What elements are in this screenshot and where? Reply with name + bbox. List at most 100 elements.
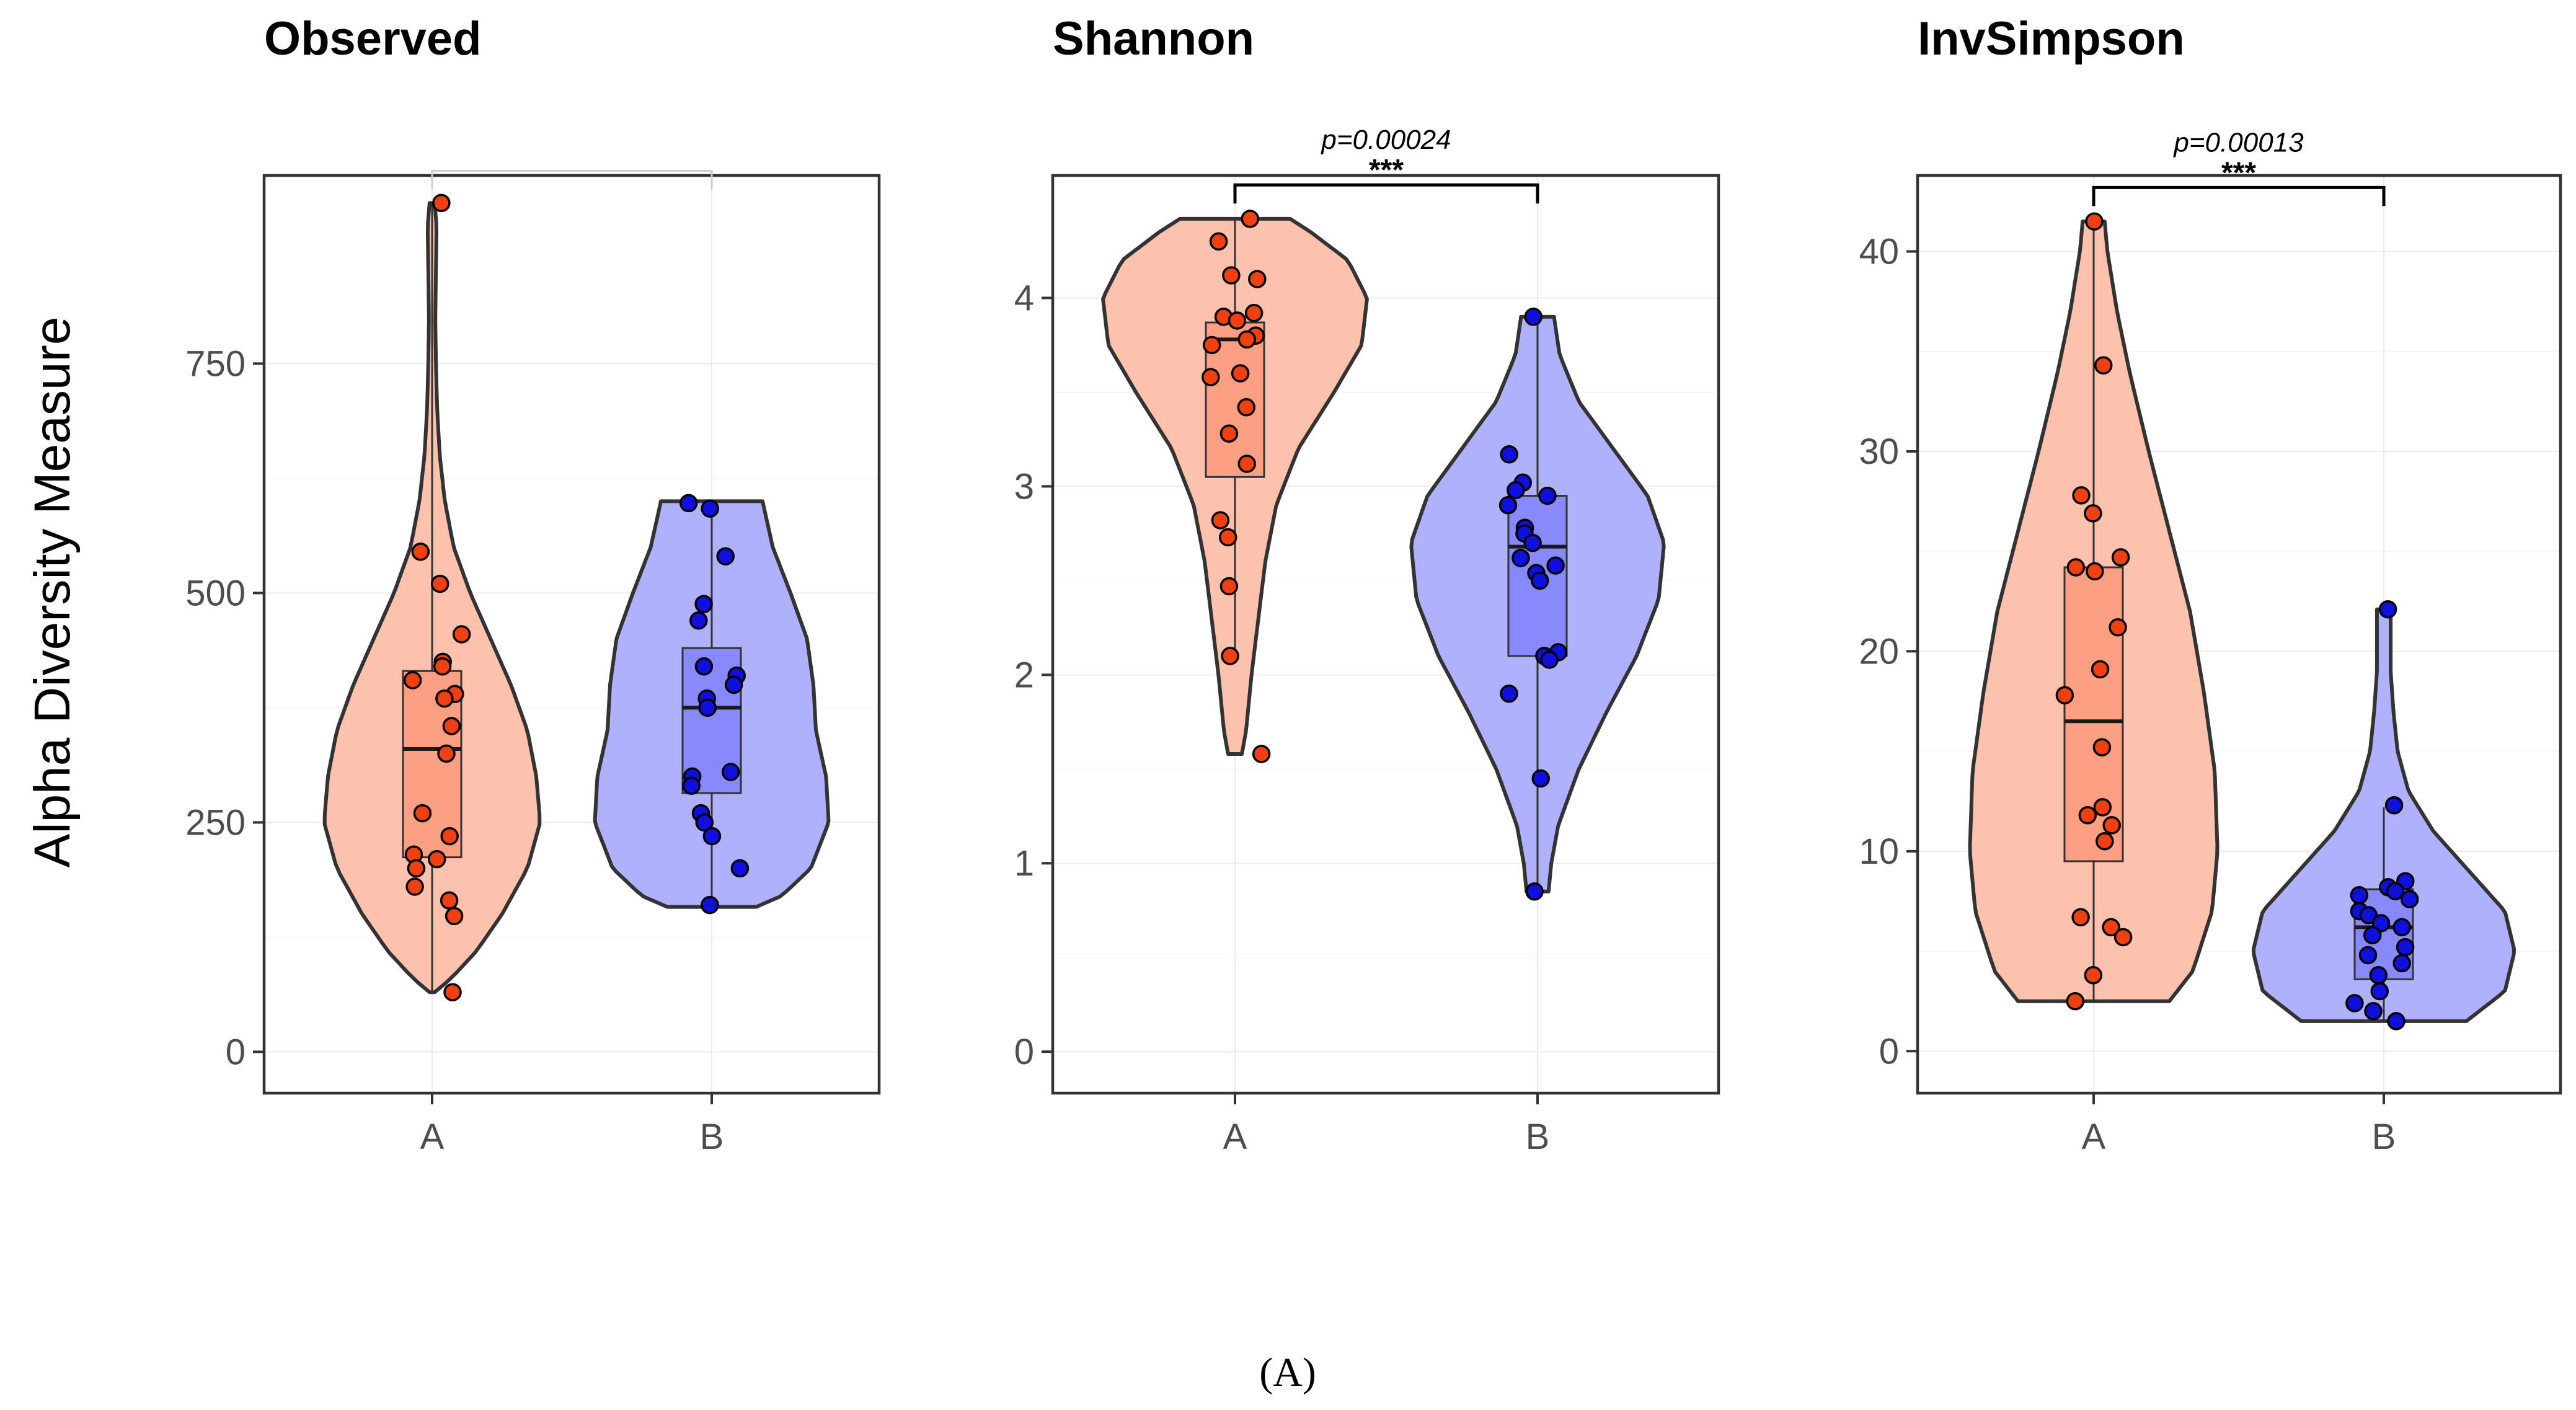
data-point-b	[698, 698, 717, 717]
data-point-b	[694, 595, 713, 613]
data-point-b	[694, 657, 714, 676]
data-point-b	[1512, 549, 1530, 567]
data-point-a	[407, 859, 426, 878]
data-point-a	[1209, 232, 1228, 251]
data-point-b	[2392, 918, 2411, 937]
data-point-a	[2111, 548, 2130, 567]
y-tick-label: 20	[1859, 631, 1899, 672]
x-tick-label: A	[1223, 1117, 1247, 1157]
data-point-b	[701, 499, 719, 518]
data-point-a	[432, 193, 451, 213]
data-point-a	[1219, 424, 1239, 443]
panel-title: InvSimpson	[1918, 12, 2185, 65]
x-tick-label: B	[700, 1117, 724, 1157]
data-point-b	[2370, 982, 2389, 1001]
panel-title: Shannon	[1053, 12, 1254, 65]
data-point-a	[1231, 364, 1250, 383]
data-point-b	[2378, 600, 2397, 619]
data-point-b	[2386, 882, 2405, 901]
x-tick-label: A	[420, 1117, 445, 1157]
panel-invsimpson: 0 10 20 30 40 A B InvSimpson p=0.00013***	[1859, 12, 2562, 1157]
data-point-a	[427, 849, 446, 869]
data-point-b	[2400, 890, 2419, 908]
data-point-b	[721, 763, 740, 781]
data-point-a	[411, 543, 430, 561]
data-point-a	[413, 804, 432, 823]
data-point-b	[701, 895, 719, 915]
y-tick-label: 250	[185, 802, 246, 843]
panel-border	[1916, 174, 2562, 1095]
data-point-b	[2364, 1002, 2383, 1021]
y-tick-label: 0	[226, 1032, 246, 1072]
y-tick-label: 3	[1014, 466, 1034, 507]
data-point-b	[1500, 445, 1518, 464]
data-point-b	[1500, 684, 1518, 703]
data-point-a	[442, 717, 461, 735]
significance-bracket	[431, 170, 713, 190]
panel-observed: 0 250 500 750 A B Observed	[185, 12, 881, 1157]
data-point-a	[2094, 356, 2113, 375]
data-point-b	[1546, 556, 1565, 575]
significance-bracket	[2092, 185, 2386, 206]
data-point-a	[2113, 928, 2133, 947]
data-point-a	[437, 744, 456, 763]
data-point-a	[443, 983, 462, 1001]
data-point-a	[2109, 618, 2127, 637]
y-tick-label: 1	[1014, 843, 1034, 884]
data-point-b	[689, 611, 708, 630]
panel-border	[262, 174, 881, 1095]
data-point-a	[2066, 991, 2085, 1011]
data-point-a	[2055, 686, 2074, 705]
data-point-b	[1538, 486, 1557, 505]
data-point-b	[682, 776, 701, 795]
data-point-b	[2392, 954, 2411, 973]
data-point-a	[1252, 745, 1271, 763]
data-point-b	[2384, 796, 2404, 815]
significance-stars: ***	[2221, 156, 2256, 189]
data-point-b	[702, 827, 722, 846]
data-point-a	[1219, 577, 1239, 596]
data-point-a	[2078, 806, 2097, 825]
data-point-a	[1244, 304, 1264, 322]
data-point-a	[2084, 966, 2103, 985]
data-point-a	[435, 689, 454, 708]
data-point-b	[2387, 1012, 2406, 1031]
data-point-b	[2369, 966, 2388, 985]
data-point-a	[430, 574, 449, 593]
data-point-a	[1241, 210, 1260, 228]
data-point-a	[1202, 368, 1220, 386]
data-point-a	[2086, 562, 2104, 581]
data-point-b	[2345, 994, 2364, 1013]
data-point-b	[2363, 926, 2382, 945]
panel-border	[1051, 174, 1720, 1095]
x-tick-label: A	[2082, 1117, 2106, 1157]
data-point-a	[1237, 398, 1256, 417]
data-point-b	[2358, 946, 2378, 965]
data-point-b	[1524, 308, 1543, 326]
data-point-a	[2071, 908, 2090, 927]
data-point-b	[679, 494, 698, 513]
data-point-a	[452, 625, 471, 644]
figure-caption: (A)	[1259, 1350, 1316, 1395]
data-point-b	[1523, 533, 1542, 552]
data-point-a	[2093, 798, 2112, 817]
data-point-a	[1202, 335, 1221, 355]
p-value-label: p=0.00024	[1320, 125, 1451, 155]
data-point-b	[1525, 882, 1544, 901]
y-tick-label: 4	[1014, 278, 1034, 319]
data-point-a	[445, 907, 464, 926]
y-tick-label: 750	[185, 344, 246, 384]
data-point-a	[2084, 504, 2102, 523]
data-point-b	[2350, 886, 2369, 905]
data-point-b	[1530, 571, 1549, 590]
y-axis-title: Alpha Diversity Measure	[24, 317, 81, 868]
panel-shannon: 0 1 2 3 4 A B Shannon p=0.00024***	[1014, 12, 1720, 1157]
data-point-a	[433, 657, 452, 676]
data-point-a	[2066, 558, 2086, 577]
data-point-b	[695, 813, 714, 832]
data-point-b	[1540, 650, 1559, 669]
y-tick-label: 0	[1014, 1032, 1034, 1072]
y-tick-label: 10	[1859, 831, 1899, 872]
y-tick-label: 2	[1014, 655, 1034, 695]
